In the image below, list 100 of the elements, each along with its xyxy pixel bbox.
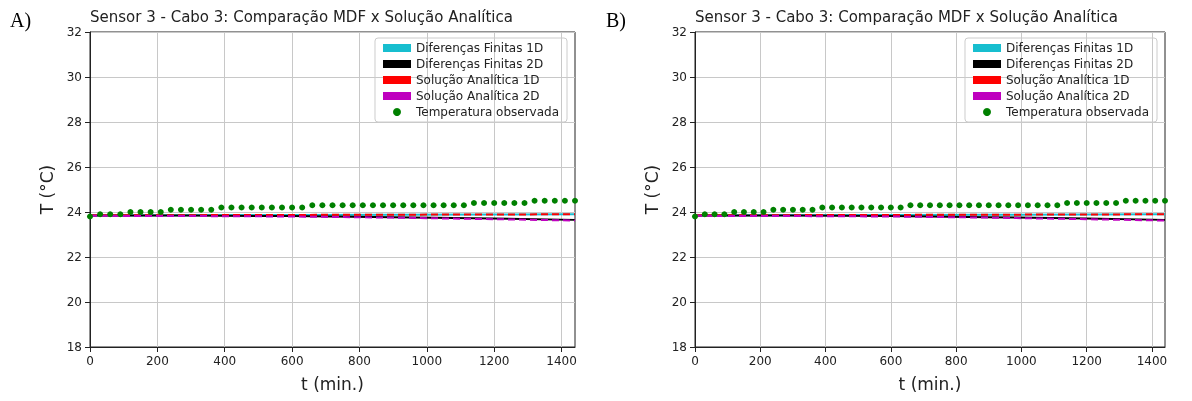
point: [1054, 202, 1061, 209]
point: [858, 204, 865, 211]
legend-label: Diferenças Finitas 2D: [415, 57, 544, 71]
point: [491, 200, 498, 206]
point: [780, 206, 787, 213]
point: [390, 202, 397, 209]
point: [380, 202, 387, 209]
point: [198, 206, 205, 213]
point: [430, 202, 437, 209]
point: [1103, 200, 1110, 206]
point: [829, 204, 836, 211]
point: [531, 197, 538, 204]
point: [966, 202, 973, 209]
point: [369, 202, 376, 209]
y-tick-label: 30: [671, 70, 687, 84]
point: [258, 204, 265, 211]
x-tick-label: 1200: [1071, 354, 1102, 368]
point: [770, 206, 777, 213]
point: [481, 200, 488, 206]
x-tick-label: 400: [814, 354, 838, 368]
point: [107, 211, 114, 218]
point: [289, 204, 296, 211]
x-tick-label: 400: [213, 354, 237, 368]
legend-label: Solução Analítica 1D: [1005, 73, 1130, 87]
point: [319, 202, 326, 209]
point: [1044, 202, 1051, 209]
point: [1142, 197, 1149, 204]
x-tick-label: 800: [944, 354, 968, 368]
x-tick-label: 600: [879, 354, 903, 368]
y-tick-label: 28: [66, 115, 82, 129]
point: [551, 197, 558, 204]
point: [740, 209, 747, 215]
point: [188, 206, 195, 213]
legend-label: Diferenças Finitas 1D: [1005, 41, 1134, 55]
point: [936, 202, 943, 209]
legend-label: Diferenças Finitas 1D: [415, 41, 544, 55]
point: [1034, 202, 1041, 209]
point: [838, 204, 845, 211]
legend-label: Solução Analítica 2D: [415, 89, 540, 103]
x-tick-label: 200: [145, 354, 169, 368]
point: [470, 200, 477, 206]
point: [927, 202, 933, 209]
point: [278, 204, 285, 211]
point: [1113, 200, 1120, 206]
point: [878, 204, 885, 211]
y-axis-title: T (°C): [641, 164, 662, 216]
point: [731, 209, 738, 215]
point: [809, 206, 816, 213]
point: [309, 202, 316, 209]
point: [228, 204, 235, 211]
x-tick-label: 600: [280, 354, 304, 368]
point: [420, 202, 427, 209]
point: [511, 200, 518, 206]
point: [946, 202, 953, 209]
point: [1005, 202, 1012, 209]
point: [349, 202, 356, 209]
point: [177, 206, 184, 213]
point: [147, 209, 154, 215]
point: [1132, 197, 1139, 204]
y-tick-label: 20: [671, 295, 687, 309]
x-tick-label: 1000: [411, 354, 443, 368]
y-tick-label: 32: [671, 25, 687, 39]
point: [995, 202, 1002, 209]
point: [750, 209, 757, 215]
x-tick-label: 1400: [1136, 354, 1168, 368]
x-axis-title: t (min.): [898, 373, 962, 394]
point: [572, 197, 578, 204]
point: [975, 202, 982, 209]
x-tick-label: 800: [347, 354, 371, 368]
point: [956, 202, 963, 209]
point: [887, 204, 894, 211]
y-tick-label: 18: [671, 340, 687, 354]
x-tick-label: 1000: [1006, 354, 1037, 368]
y-tick-label: 22: [671, 250, 687, 264]
point: [400, 202, 407, 209]
point: [1162, 197, 1168, 204]
y-tick-label: 26: [66, 160, 82, 174]
point: [799, 206, 806, 213]
x-axis-title: t (min.): [301, 373, 364, 394]
point: [410, 202, 417, 209]
point: [127, 209, 134, 215]
point: [87, 213, 93, 220]
point: [721, 211, 728, 218]
point: [1073, 200, 1080, 206]
x-tick-label: 1400: [546, 354, 577, 368]
x-tick-label: 0: [691, 354, 699, 368]
legend-label: Diferenças Finitas 2D: [1005, 57, 1134, 71]
x-tick-label: 200: [748, 354, 772, 368]
legend-label: Temperatura observada: [414, 105, 559, 119]
legend-label: Solução Analítica 1D: [415, 73, 540, 87]
point: [692, 213, 698, 220]
point: [117, 211, 124, 218]
point: [985, 202, 992, 209]
point: [268, 204, 275, 211]
point: [167, 206, 174, 213]
point: [760, 209, 767, 215]
point: [208, 206, 215, 213]
point: [137, 209, 144, 215]
y-tick-label: 28: [671, 115, 687, 129]
y-axis-title: T (°C): [36, 164, 57, 216]
